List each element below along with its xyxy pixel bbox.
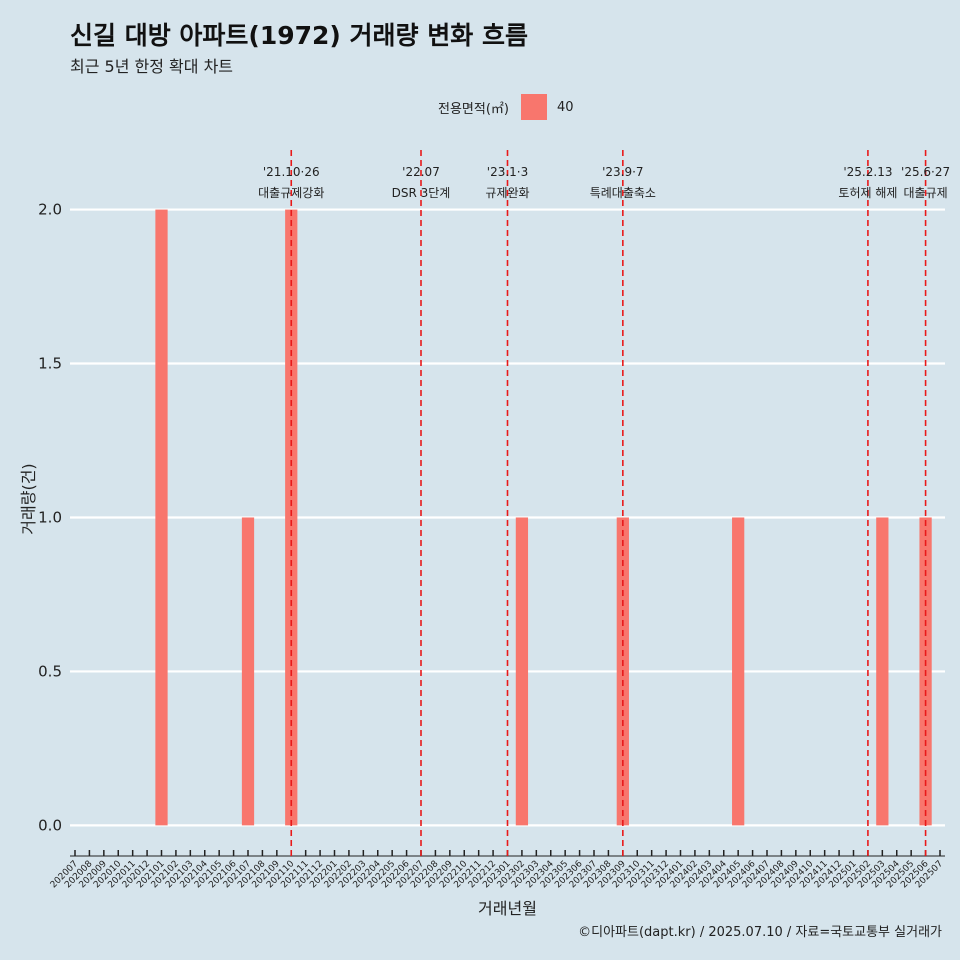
event-date-label: '25.2.13 (843, 165, 892, 179)
bar (241, 517, 255, 826)
bar (515, 517, 529, 826)
event-label: 특례대출축소 (590, 186, 656, 200)
bar (285, 209, 298, 826)
event-date-label: '23.1·3 (487, 165, 528, 179)
legend-entry-label: 40 (556, 99, 574, 115)
chart-subtitle: 최근 5년 한정 확대 차트 (70, 57, 234, 76)
event-label: 규제완화 (485, 186, 529, 200)
x-axis-title: 거래년월 (478, 899, 537, 918)
event-label: 대출규제강화 (258, 186, 324, 200)
legend: 전용면적(㎡) 40 (438, 94, 574, 120)
legend-swatch (520, 94, 547, 120)
legend-title: 전용면적(㎡) (438, 101, 509, 117)
bar (876, 517, 889, 826)
source-caption: ©디아파트(dapt.kr) / 2025.07.10 / 자료=국토교통부 실… (578, 925, 942, 940)
event-label: 토허제 해제 (838, 186, 897, 200)
bar (732, 517, 745, 826)
event-date-label: '21.10·26 (263, 165, 320, 179)
y-tick-label: 2.0 (38, 201, 62, 219)
y-tick-label: 1.0 (38, 508, 62, 526)
event-date-label: '22.07 (402, 165, 440, 179)
y-tick-label: 0.0 (38, 816, 62, 834)
event-label: DSR 3단계 (392, 186, 451, 200)
y-tick-label: 1.5 (38, 355, 62, 373)
bar (155, 209, 168, 826)
event-date-label: '23.9·7 (602, 165, 643, 179)
event-date-label: '25.6·27 (901, 165, 950, 179)
event-label: 대출규제 (903, 186, 947, 200)
chart-title: 신길 대방 아파트(1972) 거래량 변화 흐름 (70, 21, 528, 50)
y-tick-label: 0.5 (38, 662, 62, 680)
y-axis-title: 거래량(건) (19, 463, 38, 534)
